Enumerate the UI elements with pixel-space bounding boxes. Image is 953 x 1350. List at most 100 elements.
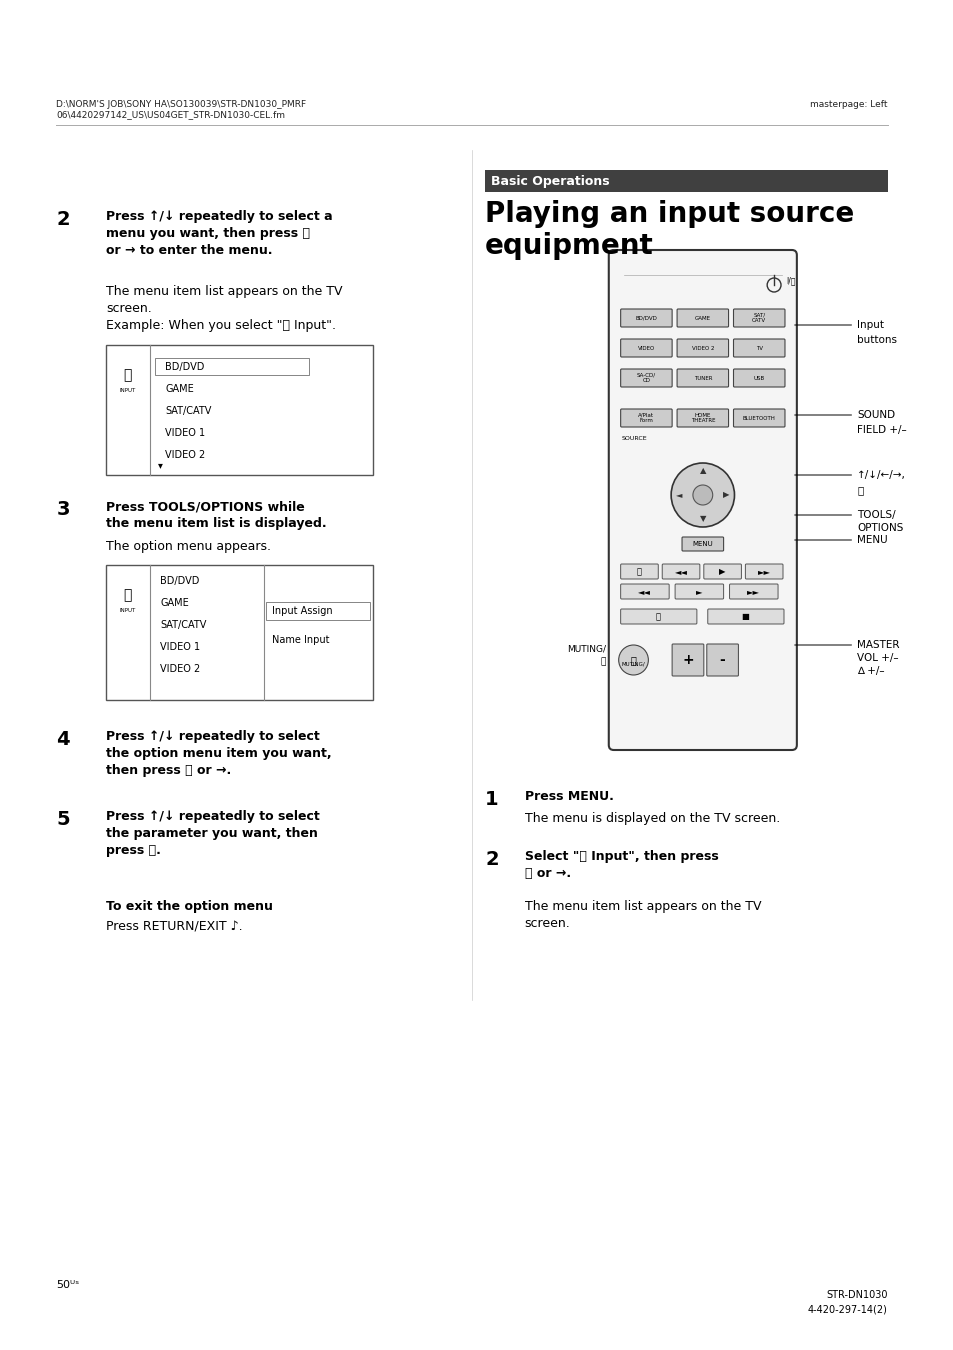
Text: VIDEO: VIDEO [638, 346, 655, 351]
FancyBboxPatch shape [744, 564, 782, 579]
Text: Press ↑/↓ repeatedly to select
the option menu item you want,
then press ⓧ or →.: Press ↑/↓ repeatedly to select the optio… [106, 730, 332, 778]
Text: To exit the option menu: To exit the option menu [106, 900, 273, 913]
FancyBboxPatch shape [677, 369, 728, 387]
FancyBboxPatch shape [608, 250, 796, 751]
Text: TUNER: TUNER [693, 375, 711, 381]
Text: The menu is displayed on the TV screen.: The menu is displayed on the TV screen. [524, 811, 779, 825]
Text: VIDEO 1: VIDEO 1 [160, 643, 200, 652]
Text: Press MENU.: Press MENU. [524, 790, 613, 803]
Text: ►►: ►► [746, 587, 759, 595]
Text: ►: ► [695, 587, 701, 595]
Text: ■: ■ [740, 612, 748, 621]
Text: ▼: ▼ [699, 514, 705, 524]
Text: Select "⭲ Input", then press
ⓧ or →.: Select "⭲ Input", then press ⓧ or →. [524, 850, 718, 880]
Text: I/⏻: I/⏻ [785, 277, 795, 285]
FancyBboxPatch shape [675, 585, 722, 599]
FancyBboxPatch shape [677, 409, 728, 427]
Text: MENU: MENU [857, 535, 887, 545]
Text: VOL +/–: VOL +/– [857, 653, 898, 663]
Text: ⭲: ⭲ [123, 589, 132, 602]
FancyBboxPatch shape [677, 309, 728, 327]
Text: Press RETURN/EXIT ♪.: Press RETURN/EXIT ♪. [106, 919, 242, 933]
Circle shape [692, 485, 712, 505]
Text: USB: USB [753, 375, 764, 381]
Text: INPUT: INPUT [119, 387, 135, 393]
Text: SAT/CATV: SAT/CATV [165, 406, 212, 416]
Text: STR-DN1030: STR-DN1030 [825, 1291, 887, 1300]
Text: ►►: ►► [757, 567, 770, 576]
Text: Name Input: Name Input [272, 634, 330, 645]
Text: BD/DVD: BD/DVD [165, 362, 205, 373]
Text: 50ᵁˢ: 50ᵁˢ [56, 1280, 80, 1291]
FancyBboxPatch shape [733, 369, 784, 387]
Text: ⓧ: ⓧ [857, 485, 862, 495]
Text: VIDEO 2: VIDEO 2 [160, 664, 200, 674]
FancyBboxPatch shape [681, 537, 722, 551]
Text: 4: 4 [56, 730, 70, 749]
Text: buttons: buttons [857, 335, 897, 346]
Text: +: + [681, 653, 693, 667]
Text: 2: 2 [56, 211, 70, 230]
Text: The menu item list appears on the TV
screen.: The menu item list appears on the TV scr… [524, 900, 760, 930]
Text: ⭲: ⭲ [123, 369, 132, 382]
Text: ▾: ▾ [158, 460, 163, 470]
Text: ▶: ▶ [722, 490, 729, 500]
Text: 🔇: 🔇 [599, 657, 605, 666]
Text: 🔇: 🔇 [630, 655, 636, 666]
Text: BD/DVD: BD/DVD [635, 316, 657, 320]
FancyBboxPatch shape [620, 609, 696, 624]
FancyBboxPatch shape [484, 170, 887, 192]
Text: -: - [719, 653, 724, 667]
FancyBboxPatch shape [106, 346, 373, 475]
Text: The option menu appears.: The option menu appears. [106, 540, 271, 553]
FancyBboxPatch shape [707, 609, 783, 624]
Text: masterpage: Left: masterpage: Left [810, 100, 887, 109]
Text: MUTING/: MUTING/ [621, 662, 645, 667]
Text: A/Plat
Form: A/Plat Form [638, 413, 654, 424]
FancyBboxPatch shape [661, 564, 700, 579]
Text: ▶: ▶ [719, 567, 725, 576]
Circle shape [618, 645, 648, 675]
FancyBboxPatch shape [106, 566, 373, 701]
FancyBboxPatch shape [733, 339, 784, 356]
FancyBboxPatch shape [672, 644, 703, 676]
Text: ∆ +/–: ∆ +/– [857, 666, 884, 676]
Text: BD/DVD: BD/DVD [160, 576, 199, 586]
Text: Basic Operations: Basic Operations [491, 174, 609, 188]
FancyBboxPatch shape [729, 585, 778, 599]
FancyBboxPatch shape [677, 339, 728, 356]
Text: D:\NORM'S JOB\SONY HA\SO130039\STR-DN1030_PMRF
06\4420297142_US\US04GET_STR-DN10: D:\NORM'S JOB\SONY HA\SO130039\STR-DN103… [56, 100, 306, 119]
Text: 2: 2 [484, 850, 498, 869]
Text: 4-420-297-14(2): 4-420-297-14(2) [807, 1305, 887, 1315]
FancyBboxPatch shape [620, 339, 672, 356]
FancyBboxPatch shape [620, 309, 672, 327]
Text: FIELD +/–: FIELD +/– [857, 425, 906, 435]
FancyBboxPatch shape [706, 644, 738, 676]
Text: SOURCE: SOURCE [621, 436, 646, 441]
Text: INPUT: INPUT [119, 608, 135, 613]
Text: VIDEO 2: VIDEO 2 [165, 450, 205, 460]
FancyBboxPatch shape [620, 585, 668, 599]
Text: ↑/↓/←/→,: ↑/↓/←/→, [857, 470, 905, 481]
Text: VIDEO 1: VIDEO 1 [165, 428, 205, 437]
Text: VIDEO 2: VIDEO 2 [691, 346, 713, 351]
Text: Press ↑/↓ repeatedly to select a
menu you want, then press ⓧ
or → to enter the m: Press ↑/↓ repeatedly to select a menu yo… [106, 211, 333, 256]
FancyBboxPatch shape [620, 409, 672, 427]
Text: Press ↑/↓ repeatedly to select
the parameter you want, then
press ⓧ.: Press ↑/↓ repeatedly to select the param… [106, 810, 319, 857]
Text: Input Assign: Input Assign [272, 606, 333, 616]
Text: SAT/
CATV: SAT/ CATV [751, 313, 765, 324]
FancyBboxPatch shape [620, 369, 672, 387]
Text: 3: 3 [56, 500, 70, 518]
Text: ⧉: ⧉ [637, 567, 641, 576]
Text: ▲: ▲ [699, 467, 705, 475]
FancyBboxPatch shape [703, 564, 740, 579]
FancyBboxPatch shape [266, 602, 370, 620]
FancyBboxPatch shape [155, 358, 309, 375]
Text: MUTING/: MUTING/ [566, 645, 605, 653]
Text: ◄: ◄ [675, 490, 681, 500]
Text: MENU: MENU [692, 541, 713, 547]
Text: ◄◄: ◄◄ [638, 587, 650, 595]
Text: SA-CD/
CD: SA-CD/ CD [637, 373, 656, 383]
Text: Input: Input [857, 320, 883, 329]
Text: SAT/CATV: SAT/CATV [160, 620, 207, 630]
